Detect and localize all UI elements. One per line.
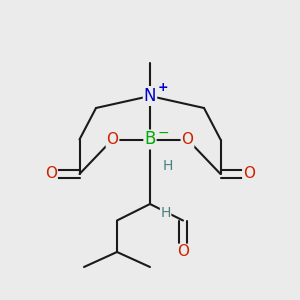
Text: H: H (162, 160, 172, 173)
Text: O: O (106, 132, 119, 147)
Text: O: O (45, 167, 57, 182)
Text: N: N (144, 87, 156, 105)
Text: H: H (160, 206, 171, 220)
Text: −: − (158, 126, 169, 140)
Text: +: + (157, 81, 168, 94)
Text: B: B (144, 130, 156, 148)
Text: O: O (243, 167, 255, 182)
Text: O: O (182, 132, 194, 147)
Text: O: O (177, 244, 189, 260)
